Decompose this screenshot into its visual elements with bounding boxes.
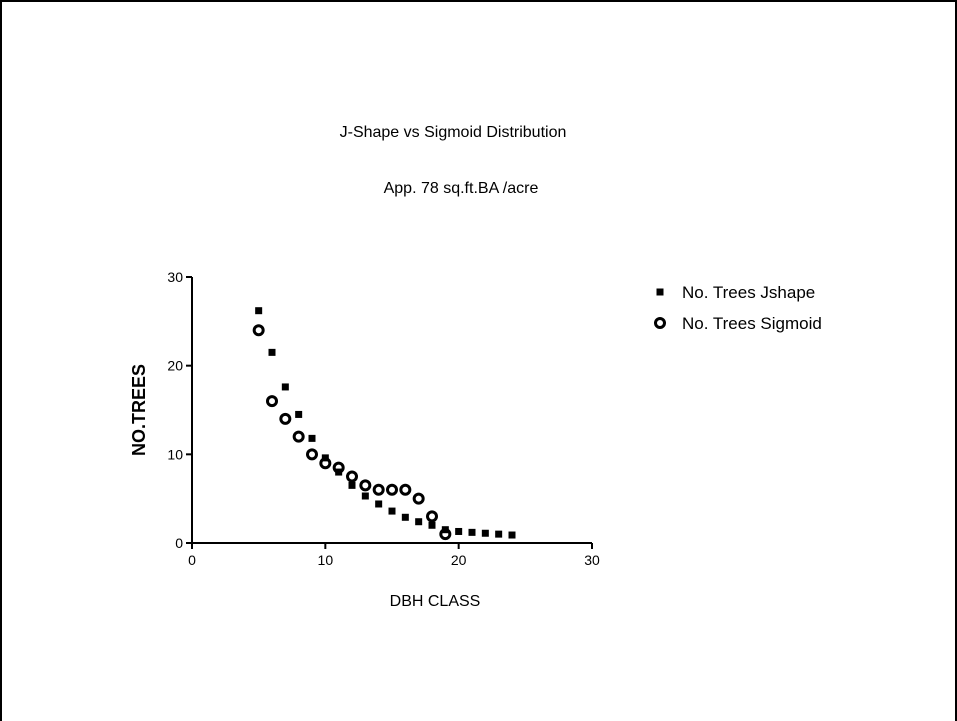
x-tick-label: 20 bbox=[451, 552, 467, 568]
jshape-point bbox=[268, 348, 276, 356]
sigmoid-point bbox=[266, 395, 278, 408]
series-1 bbox=[255, 307, 516, 539]
legend-label: No. Trees Jshape bbox=[682, 283, 815, 302]
chart-title: J-Shape vs Sigmoid Distribution bbox=[340, 124, 567, 141]
sigmoid-point bbox=[332, 461, 345, 474]
series-2 bbox=[252, 324, 452, 541]
sigmoid-point bbox=[292, 430, 305, 443]
y-tick-label: 0 bbox=[175, 535, 183, 551]
legend: No. Trees Jshape No. Trees Sigmoid bbox=[654, 283, 822, 333]
x-axis-title: DBH CLASS bbox=[390, 593, 481, 610]
jshape-point bbox=[295, 410, 303, 418]
sigmoid-point bbox=[252, 324, 265, 337]
jshape-point bbox=[428, 521, 436, 529]
sigmoid-point bbox=[386, 483, 398, 496]
legend-marker bbox=[654, 317, 666, 329]
sigmoid-point bbox=[359, 479, 372, 492]
x-tick-label: 0 bbox=[188, 552, 196, 568]
sigmoid-point bbox=[399, 483, 412, 496]
sigmoid-point bbox=[306, 448, 318, 461]
legend-marker bbox=[656, 288, 664, 296]
sigmoid-point bbox=[372, 483, 385, 496]
jshape-point bbox=[415, 518, 423, 526]
sigmoid-point bbox=[319, 457, 332, 470]
jshape-point bbox=[348, 481, 356, 489]
y-axis: 0 10 20 30 bbox=[167, 269, 193, 551]
jshape-point bbox=[481, 529, 489, 537]
sigmoid-point bbox=[412, 492, 425, 505]
sigmoid-point bbox=[279, 412, 292, 425]
x-tick-label: 30 bbox=[584, 552, 600, 568]
sigmoid-point bbox=[346, 470, 358, 483]
plot-marks bbox=[252, 307, 516, 541]
jshape-point bbox=[468, 528, 476, 536]
x-axis: 0 10 20 30 bbox=[188, 542, 600, 568]
jshape-point bbox=[495, 530, 503, 538]
y-axis-title: NO.TREES bbox=[129, 364, 149, 456]
jshape-point bbox=[375, 500, 383, 508]
legend-label: No. Trees Sigmoid bbox=[682, 314, 822, 333]
x-tick-label: 10 bbox=[318, 552, 334, 568]
jshape-point bbox=[255, 307, 263, 315]
jshape-point bbox=[401, 513, 409, 521]
jshape-point bbox=[308, 434, 316, 442]
y-tick-label: 20 bbox=[167, 358, 183, 374]
jshape-point bbox=[281, 383, 289, 391]
chart-subtitle: App. 78 sq.ft.BA /acre bbox=[384, 180, 539, 197]
jshape-point bbox=[508, 531, 516, 539]
y-tick-label: 10 bbox=[167, 446, 183, 462]
jshape-point bbox=[388, 507, 396, 515]
y-tick-label: 30 bbox=[167, 269, 183, 285]
jshape-point bbox=[361, 492, 369, 500]
jshape-point bbox=[455, 527, 463, 535]
sigmoid-point bbox=[426, 510, 438, 523]
sigmoid-point bbox=[439, 528, 452, 541]
